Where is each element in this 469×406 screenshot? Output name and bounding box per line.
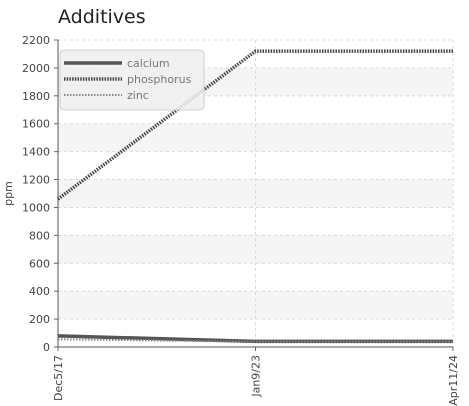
- y-tick-label: 1200: [22, 174, 50, 187]
- legend-label-calcium: calcium: [127, 57, 170, 70]
- y-tick-label: 800: [29, 229, 50, 242]
- y-tick-label: 400: [29, 285, 50, 298]
- y-tick-label: 200: [29, 313, 50, 326]
- x-tick-label: Dec5/17: [52, 355, 65, 401]
- y-axis-label: ppm: [2, 181, 15, 206]
- legend-label-zinc: zinc: [127, 89, 149, 102]
- y-tick-label: 600: [29, 257, 50, 270]
- chart-title: Additives: [58, 6, 146, 28]
- y-tick-label: 0: [43, 341, 50, 354]
- y-tick-label: 1000: [22, 201, 50, 214]
- legend-box: [59, 49, 205, 111]
- x-tick-label: Jan9/23: [250, 355, 263, 398]
- y-tick-label: 1800: [22, 90, 50, 103]
- y-tick-label: 2200: [22, 34, 50, 47]
- x-tick-label: Apr11/24: [447, 355, 460, 406]
- y-tick-label: 2000: [22, 62, 50, 75]
- y-tick-label: 1400: [22, 146, 50, 159]
- legend-label-phosphorus: phosphorus: [127, 73, 192, 86]
- y-tick-label: 1600: [22, 118, 50, 131]
